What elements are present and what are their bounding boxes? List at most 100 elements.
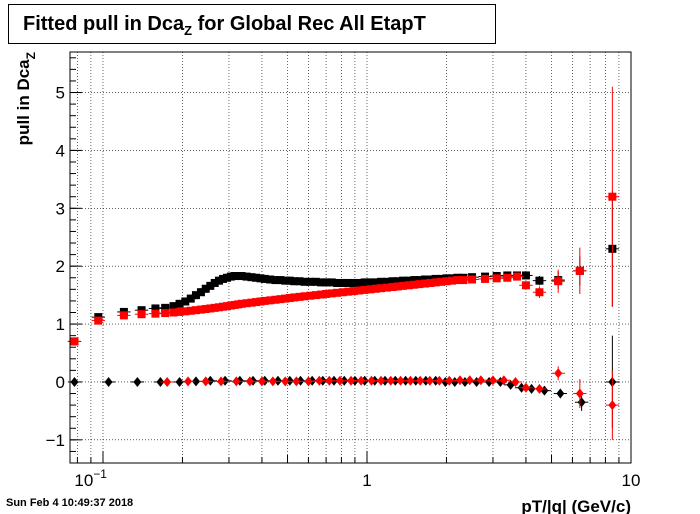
data-point bbox=[295, 277, 304, 286]
grid-lines bbox=[70, 52, 632, 463]
data-layer bbox=[67, 86, 620, 440]
data-point bbox=[396, 375, 405, 386]
data-point bbox=[191, 291, 200, 300]
data-point bbox=[503, 273, 512, 282]
data-point bbox=[210, 303, 219, 312]
data-point bbox=[465, 375, 474, 386]
data-point bbox=[521, 382, 530, 393]
data-point bbox=[273, 375, 282, 386]
data-point bbox=[513, 272, 522, 281]
data-point bbox=[306, 291, 315, 300]
chart-title: Fitted pull in DcaZ for Global Rec All E… bbox=[23, 13, 426, 38]
data-point bbox=[445, 375, 454, 386]
data-point bbox=[266, 296, 275, 305]
chart-title-suffix: for Global Rec All EtapT bbox=[192, 13, 426, 35]
data-point bbox=[382, 283, 391, 292]
data-point bbox=[421, 279, 430, 288]
data-point bbox=[344, 287, 353, 296]
data-point bbox=[492, 274, 501, 283]
series-3 bbox=[160, 366, 620, 440]
data-point bbox=[247, 273, 256, 282]
series-0 bbox=[67, 190, 620, 346]
data-point bbox=[237, 272, 246, 281]
y-tick-label: 4 bbox=[56, 141, 65, 160]
data-point bbox=[311, 291, 320, 300]
data-point bbox=[186, 306, 195, 315]
data-point bbox=[276, 295, 285, 304]
data-point bbox=[151, 304, 160, 313]
data-point bbox=[435, 375, 444, 386]
data-point bbox=[237, 299, 246, 308]
y-tick-label: 1 bbox=[56, 315, 65, 334]
data-point bbox=[181, 307, 190, 316]
y-tick-label: 2 bbox=[56, 257, 65, 276]
x-axis-label: pT/|q| (GeV/c) bbox=[521, 497, 631, 514]
data-point bbox=[257, 376, 266, 387]
data-point bbox=[357, 375, 366, 386]
data-point bbox=[521, 281, 530, 290]
data-point bbox=[386, 375, 395, 386]
data-point bbox=[499, 375, 508, 386]
data-point bbox=[285, 375, 294, 386]
data-point bbox=[355, 286, 364, 295]
data-point bbox=[393, 282, 402, 291]
series-2 bbox=[67, 335, 620, 429]
data-point bbox=[281, 376, 290, 387]
data-point bbox=[335, 375, 344, 386]
axes: −1 0 1 2 3 4 5 10−1 1 10 pT/|q| (GeV/c) pull in Dca… bbox=[14, 52, 640, 514]
data-point bbox=[133, 376, 142, 387]
data-point bbox=[535, 276, 544, 285]
data-point bbox=[311, 277, 320, 286]
data-point bbox=[252, 273, 261, 282]
data-point bbox=[196, 305, 205, 314]
data-point bbox=[322, 289, 331, 298]
data-point bbox=[169, 302, 178, 311]
y-tick-label: 3 bbox=[56, 199, 65, 218]
data-point bbox=[295, 292, 304, 301]
data-point bbox=[201, 284, 210, 293]
data-point bbox=[214, 276, 223, 285]
data-point bbox=[206, 375, 215, 386]
data-point bbox=[242, 299, 251, 308]
y-tick-label: −1 bbox=[46, 431, 65, 450]
data-point bbox=[437, 277, 446, 286]
data-point bbox=[355, 278, 364, 287]
data-point bbox=[206, 304, 215, 313]
data-point bbox=[161, 309, 170, 318]
data-point bbox=[266, 275, 275, 284]
x-tick-label: 1 bbox=[362, 471, 371, 490]
data-point bbox=[119, 311, 128, 320]
data-point bbox=[201, 305, 210, 314]
data-point bbox=[404, 276, 413, 285]
data-point bbox=[276, 276, 285, 285]
data-point bbox=[425, 375, 434, 386]
data-point bbox=[245, 376, 254, 387]
data-point bbox=[70, 337, 79, 346]
data-point bbox=[416, 375, 425, 386]
data-point bbox=[137, 310, 146, 319]
data-point bbox=[382, 277, 391, 286]
data-point bbox=[393, 277, 402, 286]
data-point bbox=[232, 376, 241, 387]
data-point bbox=[608, 192, 617, 201]
data-point bbox=[575, 266, 584, 275]
data-point bbox=[426, 278, 435, 287]
data-point bbox=[448, 276, 457, 285]
chart-title-prefix: Fitted pull in Dca bbox=[23, 13, 185, 35]
data-point bbox=[338, 288, 347, 297]
data-point bbox=[252, 298, 261, 307]
chart-title-box: Fitted pull in DcaZ for Global Rec All E… bbox=[8, 4, 496, 44]
data-point bbox=[442, 277, 451, 286]
data-point bbox=[488, 375, 497, 386]
data-point bbox=[256, 297, 265, 306]
data-point bbox=[347, 375, 356, 386]
data-point bbox=[315, 375, 324, 386]
data-point bbox=[175, 307, 184, 316]
data-point bbox=[290, 293, 299, 302]
data-point bbox=[476, 375, 485, 386]
data-point bbox=[371, 284, 380, 293]
data-point bbox=[151, 309, 160, 318]
y-axis-label: pull in DcaZ bbox=[14, 52, 38, 145]
data-point bbox=[455, 375, 464, 386]
